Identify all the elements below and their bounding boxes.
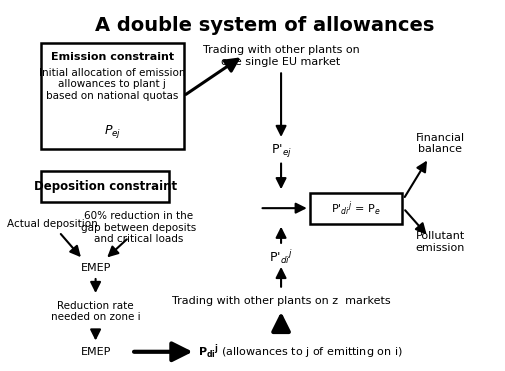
Text: Trading with other plants on z  markets: Trading with other plants on z markets	[172, 296, 390, 306]
Text: P'$_{di}$$^{j}$: P'$_{di}$$^{j}$	[269, 248, 293, 266]
Text: P'$_{di}$$^{j}$ = P$_{e}$: P'$_{di}$$^{j}$ = P$_{e}$	[331, 199, 381, 217]
Text: Emission constraint: Emission constraint	[50, 52, 174, 62]
Text: $P_{ej}$: $P_{ej}$	[104, 123, 121, 140]
Text: Deposition constraint: Deposition constraint	[33, 180, 177, 193]
Text: $\mathbf{P_{di}}^{\mathbf{j}}$ (allowances to j of emitting on i): $\mathbf{P_{di}}^{\mathbf{j}}$ (allowanc…	[198, 342, 402, 361]
Text: Trading with other plants on
one single EU market: Trading with other plants on one single …	[203, 45, 360, 66]
Text: Initial allocation of emission
allowances to plant j
based on national quotas: Initial allocation of emission allowance…	[39, 68, 185, 101]
Text: 60% reduction in the
gap between deposits
and critical loads: 60% reduction in the gap between deposit…	[81, 211, 196, 244]
Text: Actual deposition: Actual deposition	[8, 219, 98, 229]
FancyBboxPatch shape	[41, 43, 184, 149]
Text: EMEP: EMEP	[80, 263, 111, 273]
Text: Reduction rate
needed on zone i: Reduction rate needed on zone i	[51, 301, 140, 322]
Text: P'$_{ej}$: P'$_{ej}$	[271, 142, 291, 159]
Text: Financial
balance: Financial balance	[416, 133, 465, 154]
Text: A double system of allowances: A double system of allowances	[95, 16, 434, 35]
FancyBboxPatch shape	[41, 171, 169, 202]
FancyBboxPatch shape	[310, 193, 402, 224]
Text: Pollutant
emission: Pollutant emission	[416, 232, 465, 253]
Text: EMEP: EMEP	[80, 347, 111, 357]
